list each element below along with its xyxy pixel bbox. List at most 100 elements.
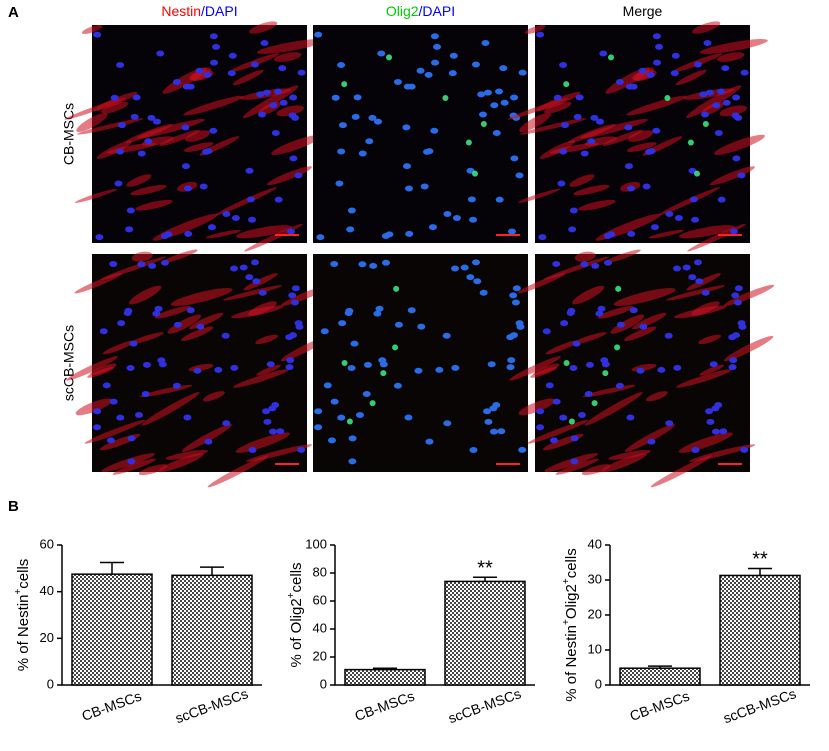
cell <box>84 419 146 444</box>
olig2 <box>346 418 353 425</box>
nucleus <box>95 234 104 241</box>
y-tick-label: 20 <box>588 606 602 621</box>
cell <box>129 332 164 345</box>
nucleus <box>425 438 434 445</box>
cell <box>154 305 191 319</box>
nucleus <box>314 31 323 38</box>
nucleus <box>607 231 616 238</box>
nucleus <box>584 390 593 397</box>
y-tick-label: 60 <box>40 536 54 551</box>
nucleus <box>510 94 519 101</box>
row-label: scCB-MSCs <box>61 325 77 401</box>
olig2 <box>608 54 615 61</box>
cell <box>545 340 579 355</box>
column-header: Nestin/DAPI <box>161 3 237 19</box>
nucleus <box>337 414 346 421</box>
nucleus <box>172 79 181 86</box>
nucleus <box>129 340 138 347</box>
micrograph <box>507 21 768 252</box>
nucleus <box>549 437 558 444</box>
error-bar <box>200 566 224 576</box>
olig2 <box>694 170 701 177</box>
nucleus <box>346 226 355 233</box>
cell <box>249 21 278 34</box>
y-tick-label: 0 <box>47 676 54 691</box>
nucleus <box>653 59 662 66</box>
nucleus <box>271 402 280 409</box>
nucleus <box>604 259 613 266</box>
nucleus <box>483 89 492 96</box>
cell <box>207 455 269 488</box>
nucleus <box>719 428 728 435</box>
y-axis-label: % of Nestin+cells <box>13 559 32 672</box>
cell <box>716 52 745 62</box>
nucleus <box>414 367 423 374</box>
nucleus <box>495 88 504 95</box>
nucleus <box>289 155 298 162</box>
nucleus <box>402 163 411 170</box>
nucleus <box>597 305 606 312</box>
nucleus <box>638 67 647 74</box>
cell <box>530 366 558 378</box>
nucleus <box>246 196 255 203</box>
cell <box>544 101 572 114</box>
nucleus <box>449 52 458 59</box>
nucleus <box>362 390 371 397</box>
nucleus <box>536 408 545 415</box>
nucleus <box>350 340 359 347</box>
nucleus <box>337 62 346 69</box>
nucleus <box>655 43 664 50</box>
olig2 <box>472 170 479 177</box>
nucleus <box>639 323 648 330</box>
cell <box>699 364 724 376</box>
cell <box>181 424 232 452</box>
nucleus <box>288 292 297 299</box>
cell <box>93 91 138 112</box>
nucleus <box>515 172 524 179</box>
nucleus <box>403 83 412 90</box>
nucleus <box>626 414 635 421</box>
nucleus <box>172 382 181 389</box>
nucleus <box>587 138 596 145</box>
cell <box>678 432 733 453</box>
nucleus <box>230 265 239 272</box>
nucleus <box>714 129 723 136</box>
nucleus <box>731 292 740 299</box>
nucleus <box>431 59 440 66</box>
nucleus <box>629 307 638 314</box>
y-axis-label: % of Nestin+Olig2+cells <box>561 548 580 701</box>
nucleus <box>271 129 280 136</box>
nucleus <box>116 414 125 421</box>
nucleus <box>717 196 726 203</box>
cell <box>628 130 654 142</box>
nucleus <box>507 228 516 235</box>
nucleus <box>477 91 486 98</box>
nucleus <box>323 382 332 389</box>
bar <box>171 574 253 686</box>
nucleus <box>500 99 509 106</box>
olig2 <box>393 285 400 292</box>
nucleus <box>207 224 216 231</box>
nucleus <box>183 185 192 192</box>
olig2 <box>702 120 709 127</box>
cell <box>75 398 113 416</box>
panel-label: A <box>8 4 19 21</box>
y-tick-label: 30 <box>588 571 602 586</box>
nucleus <box>258 111 267 118</box>
nucleus <box>127 458 136 465</box>
nucleus <box>595 310 604 317</box>
nucleus <box>330 398 339 405</box>
nucleus <box>435 366 444 373</box>
bar <box>444 580 526 686</box>
nucleus <box>316 234 325 241</box>
nucleus <box>269 102 278 109</box>
y-label-part: Olig2 <box>563 584 580 619</box>
cell <box>137 119 205 139</box>
nucleus <box>245 167 254 174</box>
y-tick-label: 20 <box>313 648 327 663</box>
cell <box>675 69 707 86</box>
nucleus <box>615 382 624 389</box>
cell <box>580 119 648 139</box>
y-axis-label: % of Olig2+cells <box>286 562 305 667</box>
cell <box>235 432 290 453</box>
